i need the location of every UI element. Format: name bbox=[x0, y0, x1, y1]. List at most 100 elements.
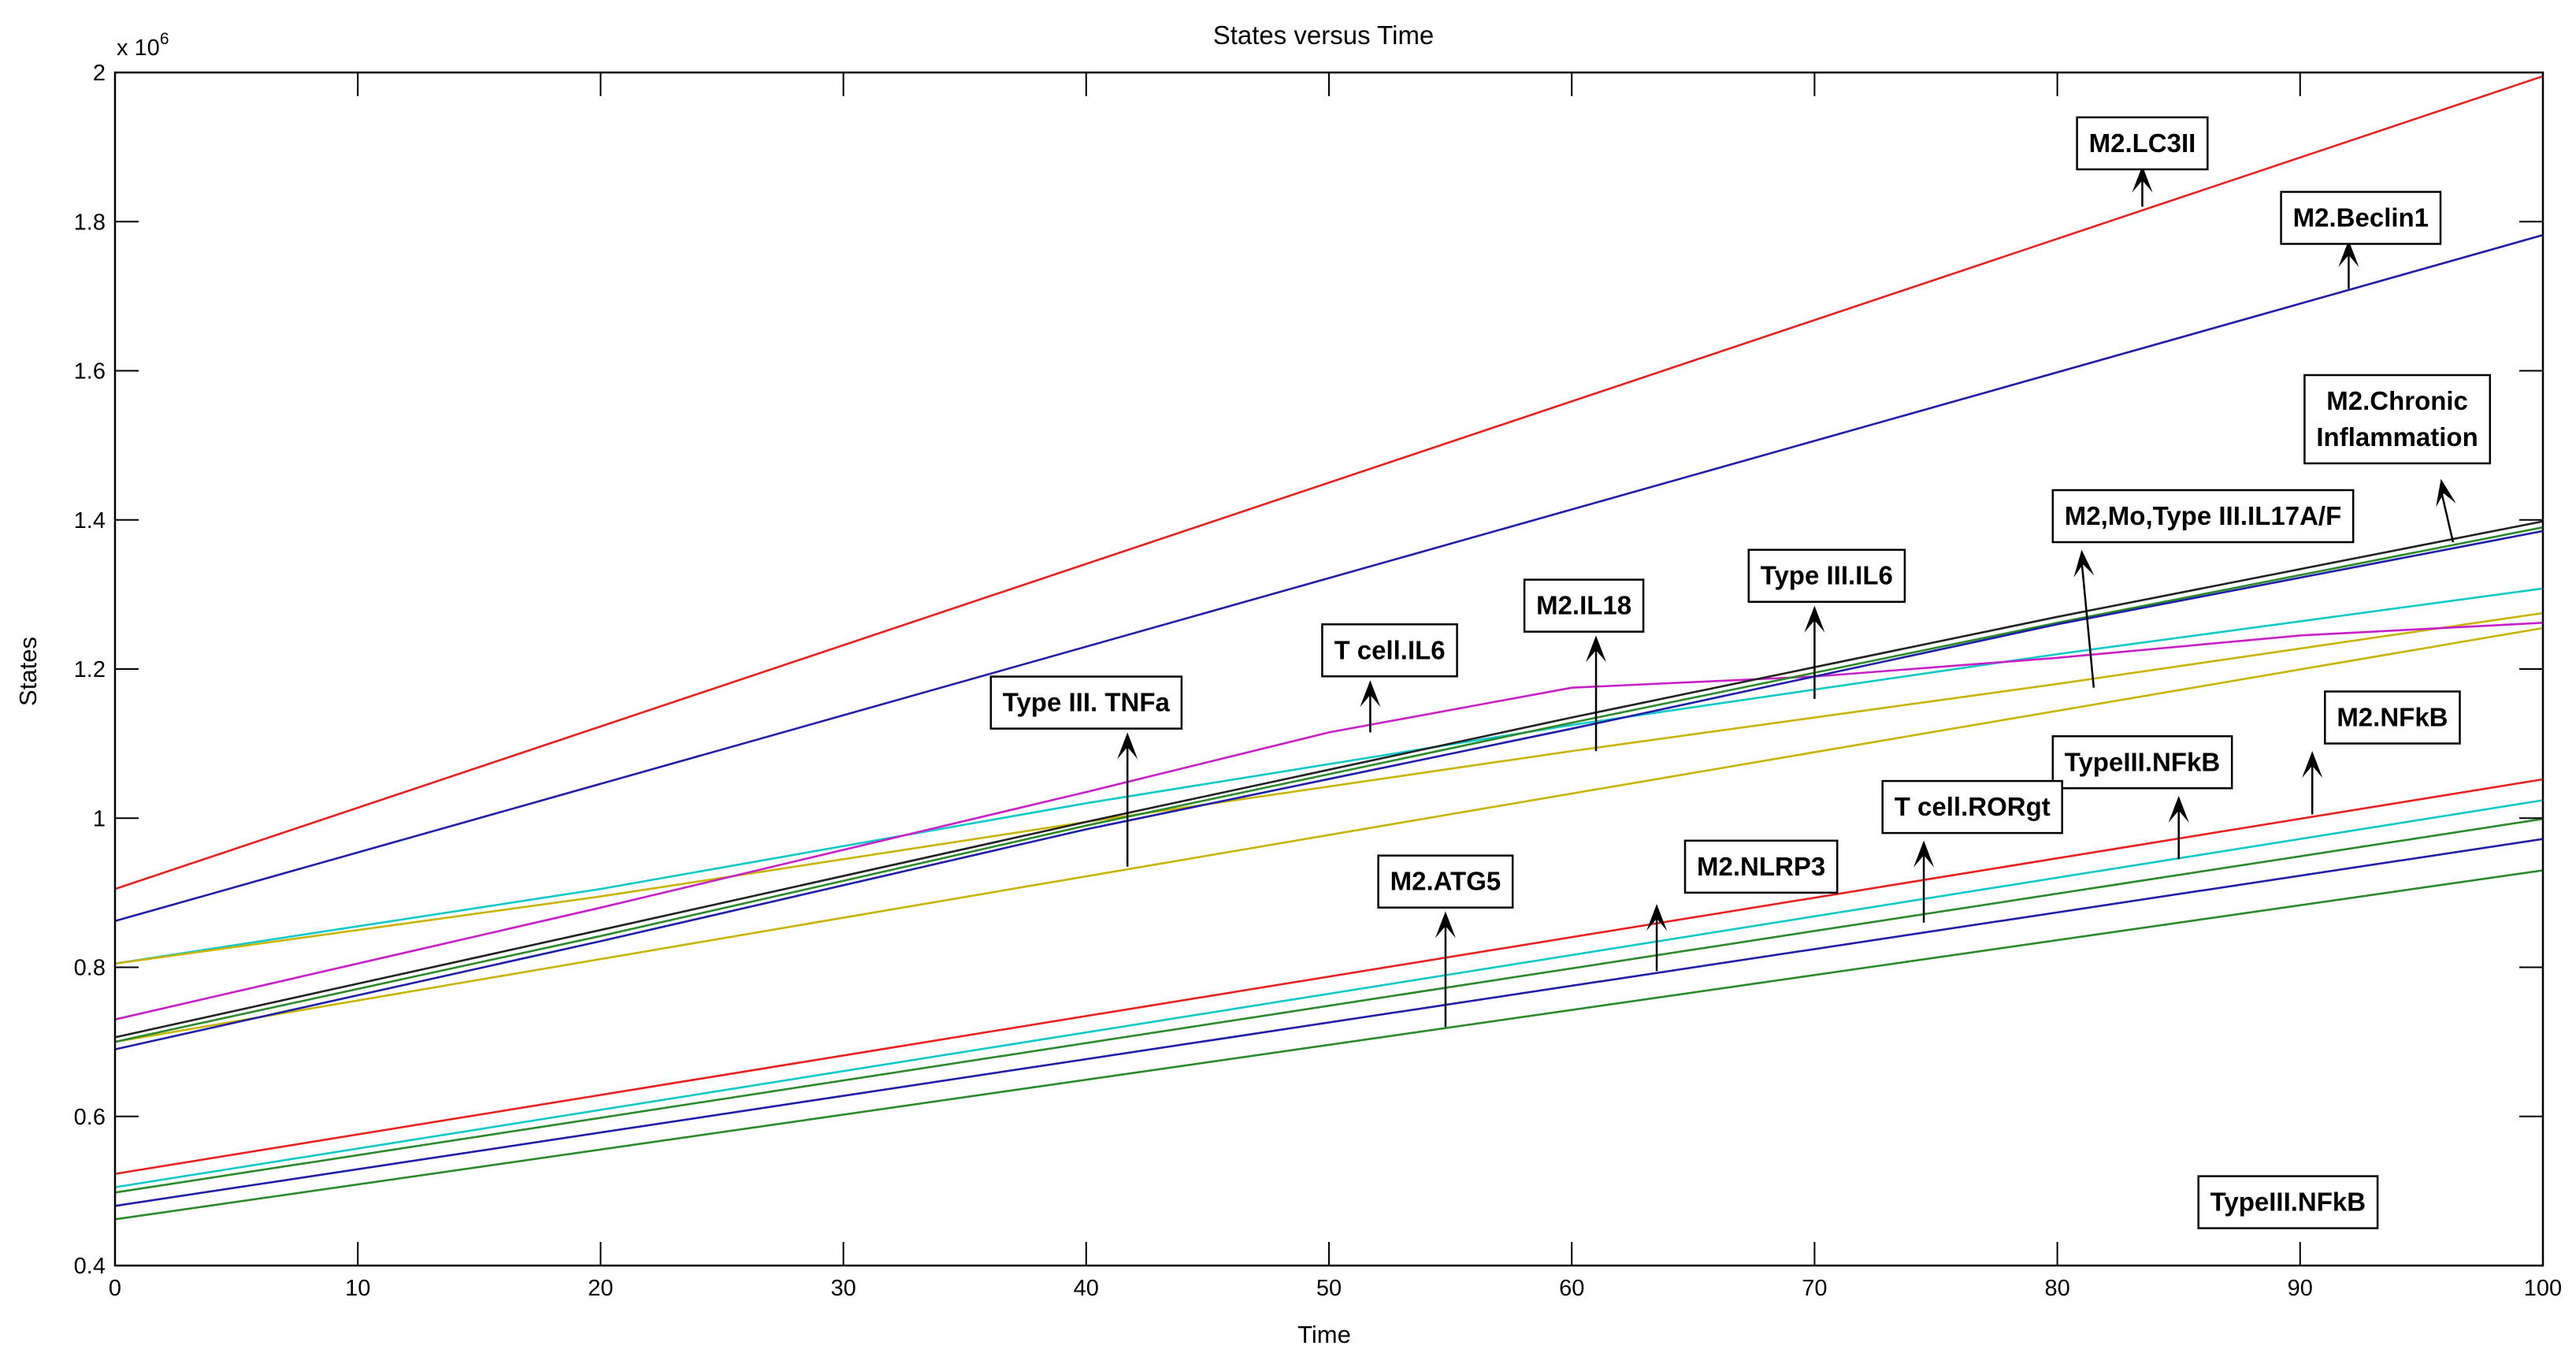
y-tick-label: 1.4 bbox=[74, 508, 106, 533]
annotation-label: M2.NLRP3 bbox=[1697, 852, 1825, 881]
annotation-6: M2.IL18 bbox=[1523, 578, 1645, 752]
y-tick-label: 1.2 bbox=[74, 657, 106, 682]
x-tick-label: 60 bbox=[1559, 1276, 1584, 1301]
annotation-arrow-head bbox=[1646, 904, 1668, 931]
annotation-arrow-shaft bbox=[2440, 489, 2455, 543]
x-tick-label: 0 bbox=[109, 1276, 121, 1301]
annotation-box bbox=[1321, 623, 1458, 678]
annotation-arrow-head bbox=[1913, 840, 1935, 868]
annotation-label: T cell.IL6 bbox=[1334, 635, 1445, 664]
annotation-box bbox=[2324, 690, 2461, 745]
x-tick-label: 100 bbox=[2524, 1276, 2562, 1301]
y-exponent-power: 6 bbox=[160, 30, 169, 48]
annotation-arrow-head bbox=[2338, 240, 2359, 267]
series-line-14 bbox=[114, 869, 2544, 1221]
series-line-4 bbox=[114, 612, 2544, 965]
annotation-arrow-head bbox=[2132, 165, 2153, 193]
annotation-14: TypeIII.NFkB bbox=[2197, 1175, 2379, 1229]
annotation-label: M2.IL18 bbox=[1536, 591, 1631, 620]
annotation-1: M2.LC3II bbox=[2076, 116, 2209, 207]
annotation-box bbox=[1683, 839, 1839, 894]
annotation-box bbox=[1881, 779, 2063, 835]
annotation-label: M2.LC3II bbox=[2089, 128, 2196, 158]
x-tick-label: 20 bbox=[588, 1276, 613, 1301]
annotation-label: M2.NFkB bbox=[2337, 703, 2448, 732]
x-tick-label: 90 bbox=[2288, 1276, 2313, 1301]
annotation-label: TypeIII.NFkB bbox=[2210, 1188, 2366, 1217]
annotation-9: M2.NFkB bbox=[2302, 690, 2461, 815]
series-layer bbox=[114, 75, 2544, 1221]
series-line-8 bbox=[114, 526, 2544, 1043]
series-line-9 bbox=[114, 530, 2544, 1050]
annotation-box bbox=[2303, 374, 2492, 465]
annotation-13: M2.ATG5 bbox=[1377, 854, 1514, 1028]
annotation-box bbox=[1523, 578, 1645, 633]
series-line-10 bbox=[114, 778, 2544, 1175]
annotation-box bbox=[2051, 735, 2233, 790]
annotation-box bbox=[2197, 1175, 2379, 1229]
annotation-label: M2.ATG5 bbox=[1390, 867, 1501, 896]
annotation-arrow-head bbox=[1804, 605, 1825, 633]
annotation-arrow-head bbox=[1435, 911, 1456, 939]
series-line-13 bbox=[114, 838, 2544, 1207]
annotation-box bbox=[2280, 191, 2442, 245]
annotation-label: Type III. TNFa bbox=[1003, 688, 1171, 717]
series-line-6 bbox=[114, 622, 2544, 1020]
series-line-2 bbox=[114, 234, 2544, 923]
series-line-12 bbox=[114, 817, 2544, 1194]
y-tick-label: 1.8 bbox=[74, 210, 106, 235]
annotation-box bbox=[989, 675, 1183, 730]
annotation-5: Type III.IL6 bbox=[1747, 548, 1906, 699]
annotation-arrow-shaft bbox=[2080, 560, 2095, 688]
y-exponent-prefix: x 10 bbox=[117, 35, 160, 61]
annotation-label: M2.Beclin1 bbox=[2293, 203, 2429, 232]
annotation-label: TypeIII.NFkB bbox=[2065, 747, 2220, 776]
annotation-label: Type III.IL6 bbox=[1761, 561, 1893, 590]
y-tick-label: 1 bbox=[93, 806, 106, 831]
annotation-label: T cell.RORgt bbox=[1895, 792, 2051, 821]
tick-layer: 0 10 20 30 40 50 60 70 80 90 100 0.4 0.6 0.8 1 1.2 1.4 1.… bbox=[74, 61, 2563, 1301]
annotation-box bbox=[2076, 116, 2209, 171]
annotation-label: M2,Mo,Type III.IL17A/F bbox=[2065, 501, 2341, 530]
annotation-arrow-head bbox=[1117, 732, 1138, 760]
y-exponent-label: x 106 bbox=[117, 30, 169, 61]
annotation-12: M2.NLRP3 bbox=[1646, 839, 1839, 972]
annotation-3: M2.Chronic Inflammation bbox=[2303, 374, 2492, 543]
chart-title: States versus Time bbox=[1213, 20, 1435, 50]
annotation-11: T cell.RORgt bbox=[1881, 779, 2063, 923]
series-line-5 bbox=[114, 626, 2544, 1043]
y-tick-label: 0.8 bbox=[74, 956, 106, 981]
annotation-arrow-head bbox=[2168, 795, 2189, 823]
annotation-arrow-head bbox=[1360, 680, 1381, 708]
x-tick-label: 30 bbox=[830, 1276, 856, 1301]
x-tick-label: 10 bbox=[345, 1276, 370, 1301]
annotation-arrow-head bbox=[2302, 751, 2323, 779]
annotation-box bbox=[2051, 489, 2355, 544]
annotation-box bbox=[1747, 548, 1906, 603]
x-tick-label: 40 bbox=[1074, 1276, 1099, 1301]
x-tick-label: 70 bbox=[1802, 1276, 1827, 1301]
x-tick-label: 50 bbox=[1316, 1276, 1342, 1301]
annotation-label: M2.Chronic bbox=[2326, 386, 2468, 415]
annotation-arrow-head bbox=[2436, 478, 2456, 507]
annotation-2: M2.Beclin1 bbox=[2280, 191, 2442, 289]
annotation-10: TypeIII.NFkB bbox=[2051, 735, 2233, 860]
annotation-4: M2,Mo,Type III.IL17A/F bbox=[2051, 489, 2355, 688]
annotation-8: Type III. TNFa bbox=[989, 675, 1183, 867]
series-line-11 bbox=[114, 799, 2544, 1188]
x-axis-title: Time bbox=[1297, 1321, 1351, 1348]
annotation-label: Inflammation bbox=[2316, 422, 2478, 452]
y-axis-title: States bbox=[14, 637, 42, 706]
series-line-3 bbox=[114, 587, 2544, 965]
annotation-layer: M2.LC3II M2.Beclin1 M2.Chronic Inflammation… bbox=[989, 116, 2492, 1229]
y-tick-label: 2 bbox=[93, 61, 106, 86]
annotation-arrow-head bbox=[1586, 635, 1606, 663]
annotation-7: T cell.IL6 bbox=[1321, 623, 1458, 733]
annotation-box bbox=[1377, 854, 1514, 909]
y-tick-label: 0.6 bbox=[74, 1105, 106, 1130]
y-tick-label: 0.4 bbox=[74, 1254, 106, 1279]
series-line-7 bbox=[114, 520, 2544, 1039]
series-line-1 bbox=[114, 75, 2544, 890]
